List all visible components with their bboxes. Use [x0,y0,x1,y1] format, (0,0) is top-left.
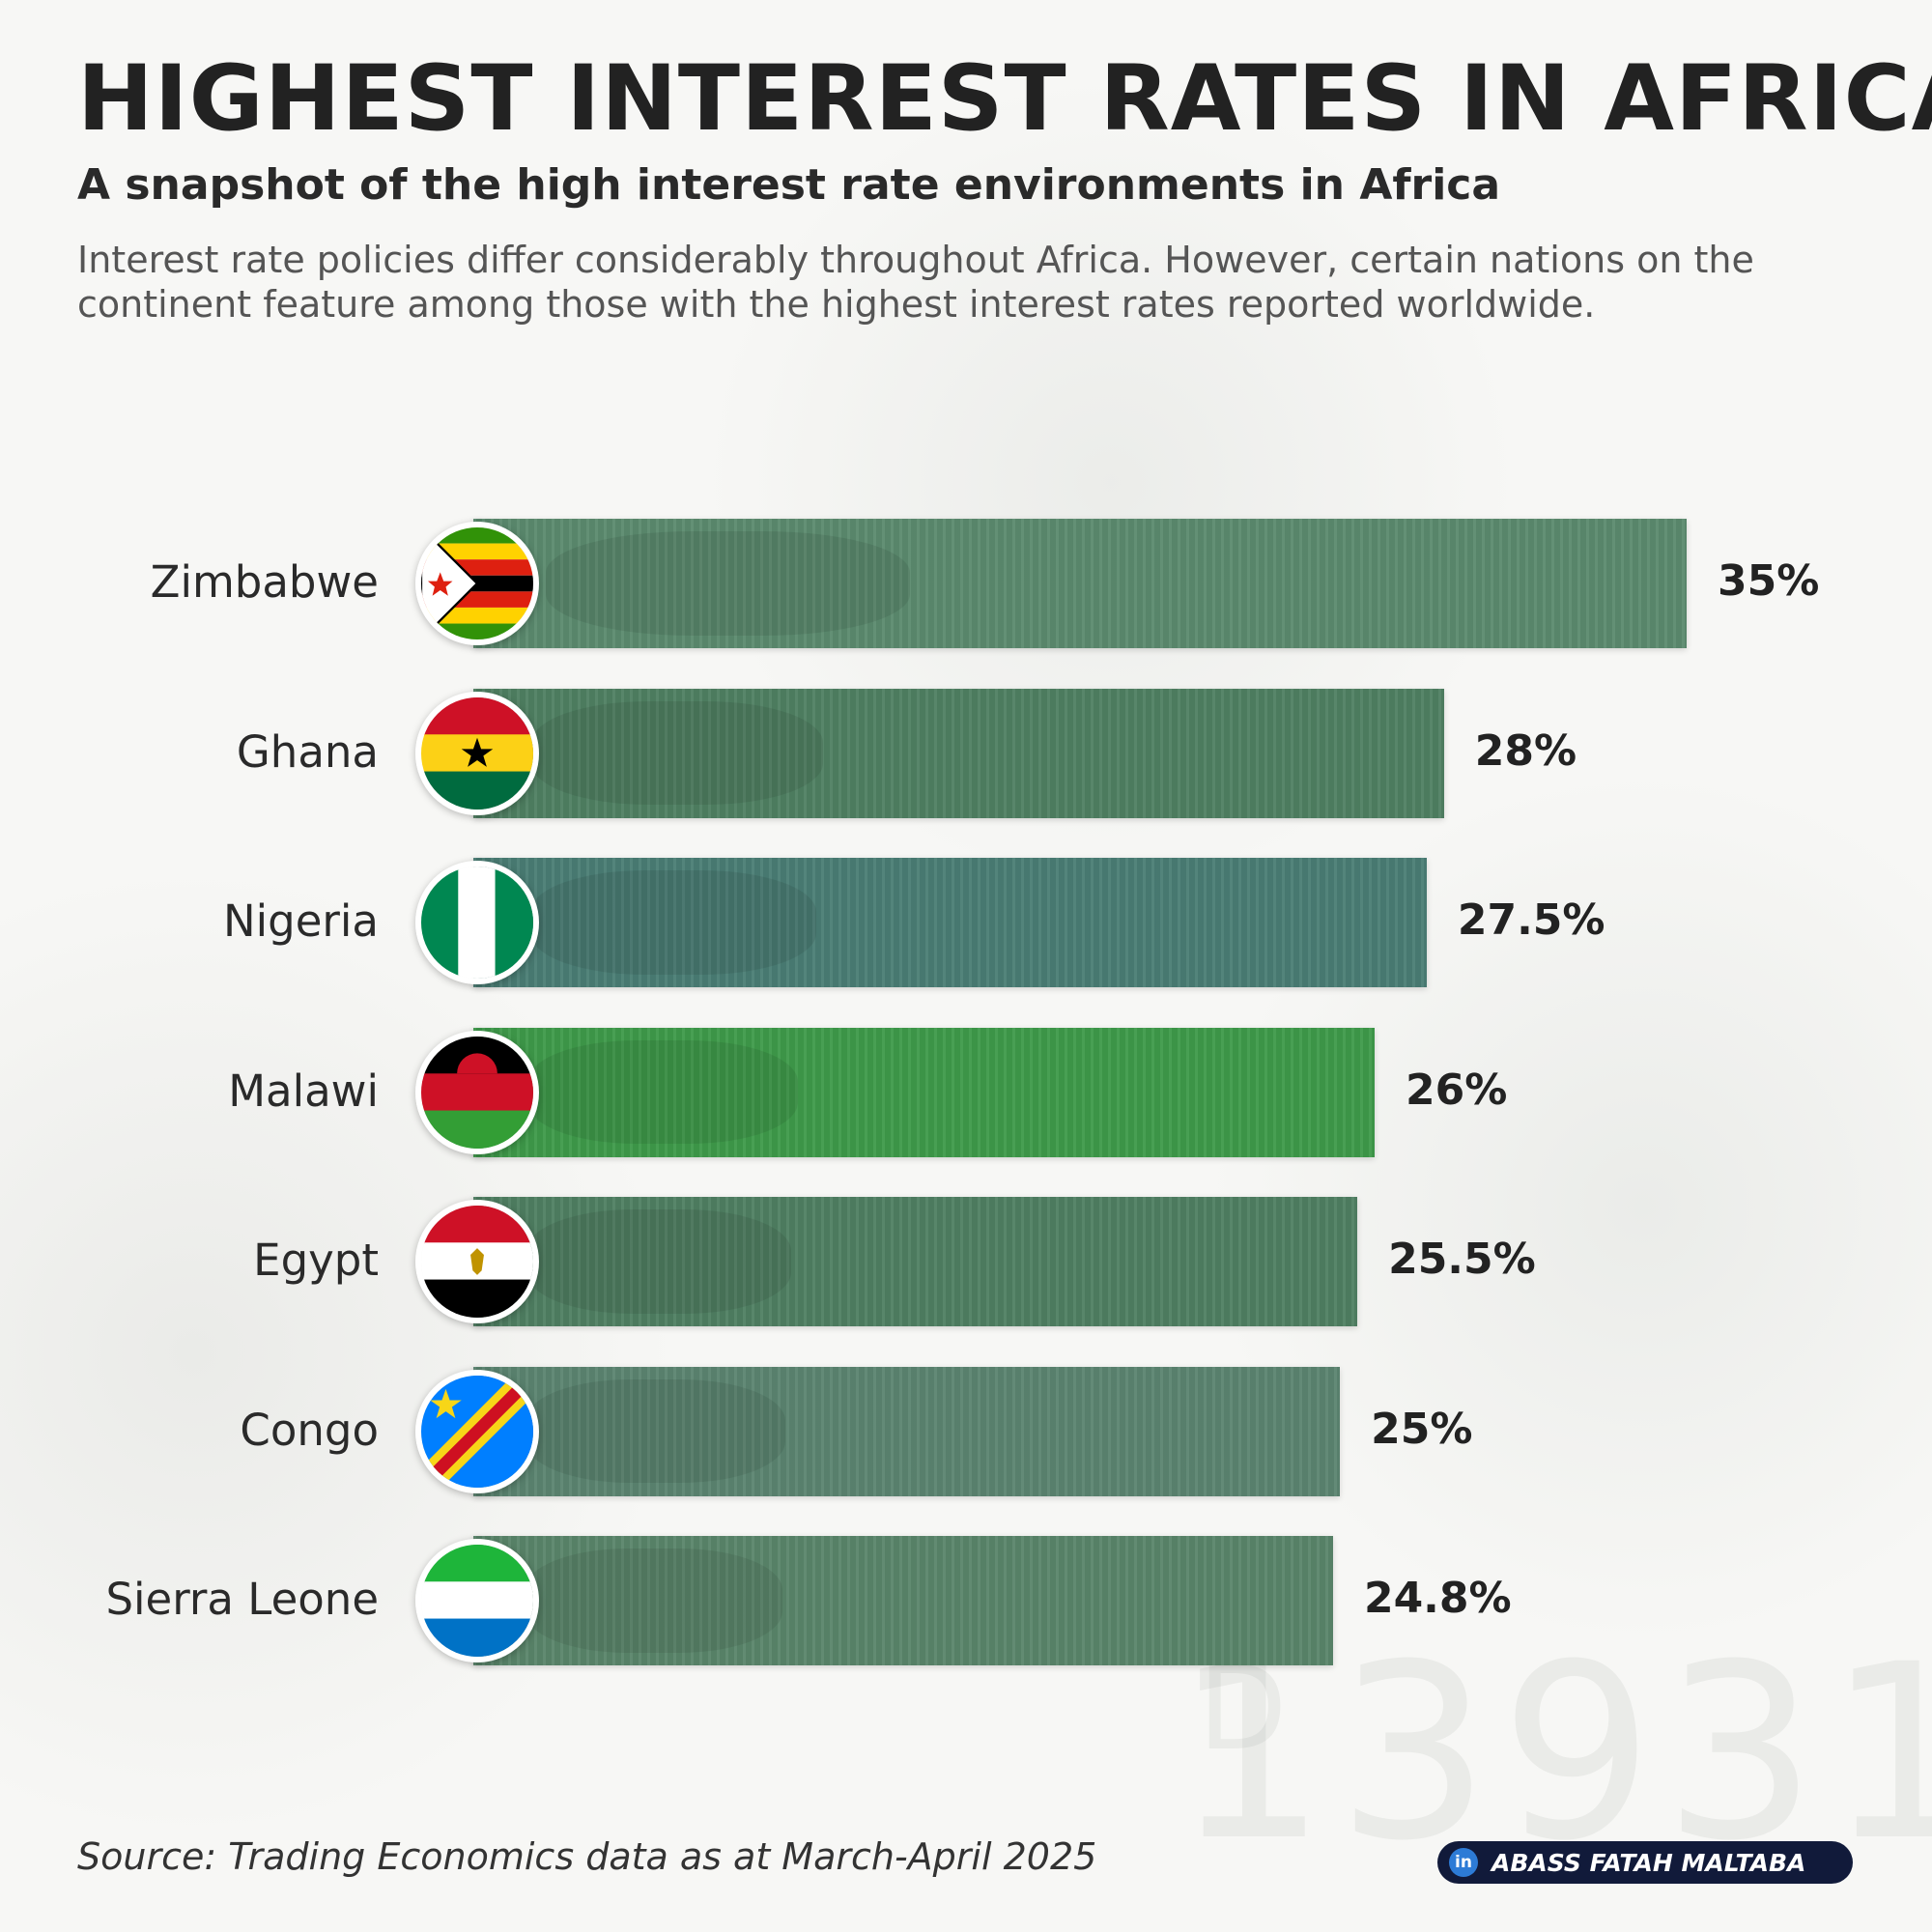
category-label-congo: Congo [240,1404,379,1456]
bar-nigeria [473,858,1427,987]
category-label-egypt: Egypt [253,1235,379,1286]
bar-zimbabwe [473,519,1687,648]
ghana-flag-icon [415,691,539,815]
category-label-sierra-leone: Sierra Leone [105,1574,379,1625]
bar-ghana [473,688,1444,818]
value-label-ghana: 28% [1474,725,1577,776]
bar-congo [473,1366,1341,1496]
category-label-zimbabwe: Zimbabwe [150,556,379,608]
background-watermark-letter: D [1198,1642,1288,1776]
author-name: ABASS FATAH MALTABA [1492,1848,1806,1877]
source-note: Source: Trading Economics data as at Mar… [77,1835,1097,1878]
value-label-malawi: 26% [1406,1065,1508,1115]
page-subtitle: A snapshot of the high interest rate env… [77,160,1501,210]
background-watermark-number: 13931 [1173,1612,1932,1893]
value-label-egypt: 25.5% [1388,1235,1536,1284]
category-label-ghana: Ghana [236,725,379,778]
egypt-flag-icon [415,1200,539,1323]
zimbabwe-flag-icon [415,522,539,645]
bar-egypt [473,1197,1358,1326]
sierra-leone-flag-icon [415,1539,539,1662]
congo-flag-icon [415,1369,539,1493]
value-label-sierra-leone: 24.8% [1363,1574,1512,1623]
page-title: HIGHEST INTEREST RATES IN AFRICA [77,46,1932,152]
value-label-nigeria: 27.5% [1457,895,1605,945]
bar-malawi [473,1027,1376,1157]
malawi-flag-icon [415,1030,539,1154]
category-label-malawi: Malawi [228,1065,379,1117]
category-label-nigeria: Nigeria [223,895,379,947]
bar-sierra-leone [473,1536,1333,1665]
page-description: Interest rate policies differ considerab… [77,239,1754,326]
author-badge[interactable]: in ABASS FATAH MALTABA [1437,1841,1853,1884]
value-label-zimbabwe: 35% [1718,556,1820,606]
nigeria-flag-icon [415,861,539,984]
linkedin-icon: in [1449,1848,1478,1877]
value-label-congo: 25% [1371,1404,1473,1454]
